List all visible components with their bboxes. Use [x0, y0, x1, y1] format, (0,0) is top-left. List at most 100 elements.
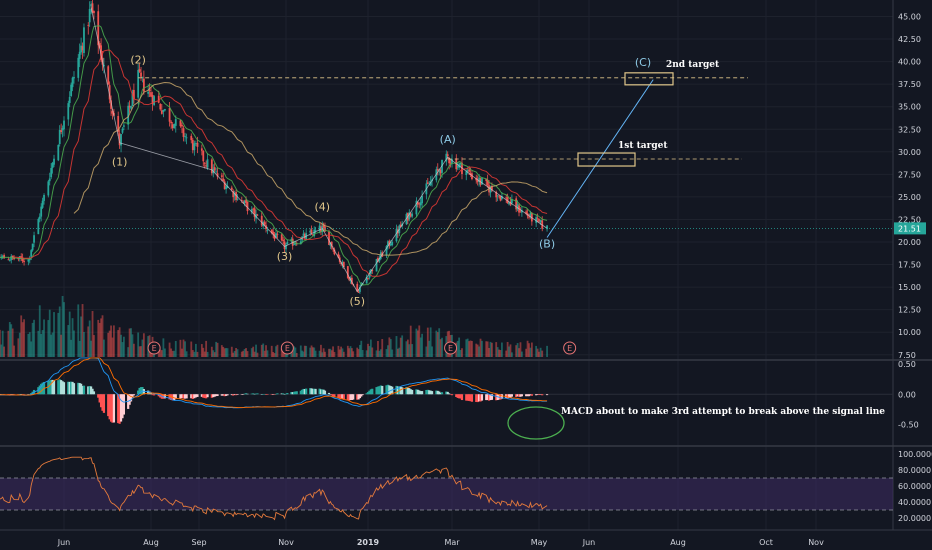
macd-tick-label: 0.00: [898, 390, 916, 399]
target-zones[interactable]: 1st target 2nd target: [138, 60, 748, 167]
candle-body: [498, 195, 500, 197]
macd-histogram-bar: [226, 394, 229, 396]
volume-bar: [436, 332, 439, 357]
wave-label: (5): [349, 295, 365, 308]
price-axis[interactable]: 45.00 42.50 40.00 37.50 35.00 32.50 30.00 27.50…: [894, 13, 926, 360]
macd-histogram-bar: [159, 394, 162, 398]
volume-bar: [159, 349, 162, 357]
volume-bar: [80, 316, 83, 357]
price-tick-label: 40.00: [898, 58, 921, 67]
candle-body: [184, 136, 186, 138]
candle-body: [280, 234, 283, 241]
volume-bar: [398, 347, 401, 357]
volume-bar: [396, 348, 399, 357]
volume-bar: [81, 304, 84, 357]
candle-body: [465, 171, 468, 176]
candle-body: [179, 120, 182, 127]
volume-bar: [100, 318, 102, 357]
candle-body: [33, 235, 35, 243]
macd-histogram-bar: [435, 390, 438, 395]
volume-bar: [488, 348, 490, 357]
candle-body: [103, 64, 105, 67]
macd-histogram-bar: [485, 394, 488, 401]
macd-histogram-bar: [30, 393, 33, 395]
candle-body: [50, 167, 53, 178]
volume-bar: [387, 345, 389, 357]
candle-body: [478, 177, 480, 183]
macd-pane[interactable]: 0.50 0.00 -0.50 MACD about to make 3rd atte…: [0, 357, 919, 440]
macd-histogram-bar: [205, 394, 208, 399]
volume-bar: [273, 353, 276, 357]
macd-histogram-bar: [216, 394, 219, 397]
macd-histogram-bar: [470, 394, 474, 402]
macd-histogram-bar: [445, 391, 448, 395]
volume-bar: [350, 348, 353, 357]
macd-histogram-bar: [121, 394, 124, 419]
candle-body: [495, 191, 498, 198]
macd-histogram-bar: [418, 390, 421, 395]
volume-bar: [195, 343, 197, 357]
macd-histogram-bar: [98, 394, 101, 403]
macd-histogram-bar: [274, 393, 278, 395]
macd-histogram-bar: [430, 391, 434, 395]
volume-bar: [426, 327, 429, 357]
macd-histogram-bar: [108, 394, 111, 420]
volume-bar: [468, 341, 471, 357]
macd-histogram-bar: [174, 394, 177, 399]
candle-body: [83, 27, 85, 53]
volume-bar: [357, 349, 360, 357]
macd-tick-label: 0.50: [898, 360, 916, 369]
volume-bar: [428, 340, 431, 357]
candle-body: [223, 181, 226, 190]
rsi-pane[interactable]: 100.0000 80.0000 60.0000 40.0000 20.0000: [0, 450, 932, 523]
candle-body: [63, 120, 65, 130]
candle-body: [519, 211, 522, 213]
macd-histogram-bar: [213, 394, 216, 397]
candle-body: [222, 178, 225, 181]
candle-body: [10, 256, 13, 261]
macd-histogram-bar: [486, 394, 489, 401]
macd-histogram-bar: [350, 394, 353, 401]
macd-histogram-bar: [305, 388, 308, 395]
candle-body: [368, 273, 371, 278]
moving-average-line: [14, 49, 548, 277]
candle-body: [147, 91, 150, 94]
macd-histogram-bar: [240, 394, 243, 395]
candle-body: [429, 181, 432, 186]
volume-bar: [164, 348, 166, 357]
macd-histogram-bar: [20, 394, 23, 395]
candle-body: [182, 128, 185, 137]
macd-histogram-bar: [399, 386, 402, 395]
macd-histogram-bar: [138, 387, 141, 395]
volume-bar: [321, 352, 324, 357]
candle-body: [346, 266, 349, 278]
volume-bar: [266, 350, 269, 357]
volume-bar: [495, 342, 498, 357]
volume-bar: [8, 322, 11, 357]
volume-bar: [324, 351, 326, 357]
time-axis[interactable]: Jun Aug Sep Nov 2019 Mar May Jun Aug Oct Nov: [57, 538, 824, 547]
candle-body: [203, 162, 206, 164]
volume-bar: [30, 341, 33, 357]
volume-bar: [333, 351, 336, 357]
candle-body: [118, 133, 121, 146]
price-tick-label: 12.50: [898, 306, 921, 315]
candle-body: [377, 258, 379, 262]
macd-histogram-bar: [331, 394, 335, 397]
volume-bar: [140, 346, 142, 357]
volume-bar: [90, 340, 92, 357]
candle-body: [225, 186, 227, 190]
volume-bar: [57, 312, 60, 357]
macd-histogram-bar: [70, 381, 73, 395]
candle-body: [318, 225, 321, 232]
macd-histogram-bar: [18, 394, 21, 395]
volume-bar: [263, 350, 266, 357]
volume-bar: [496, 347, 499, 357]
macd-histogram-bar: [21, 394, 24, 395]
candle-body: [195, 143, 197, 144]
macd-histogram-bar: [487, 394, 491, 401]
candle-body: [395, 228, 398, 242]
volume-bar: [416, 330, 419, 357]
volume-bar: [491, 342, 493, 357]
